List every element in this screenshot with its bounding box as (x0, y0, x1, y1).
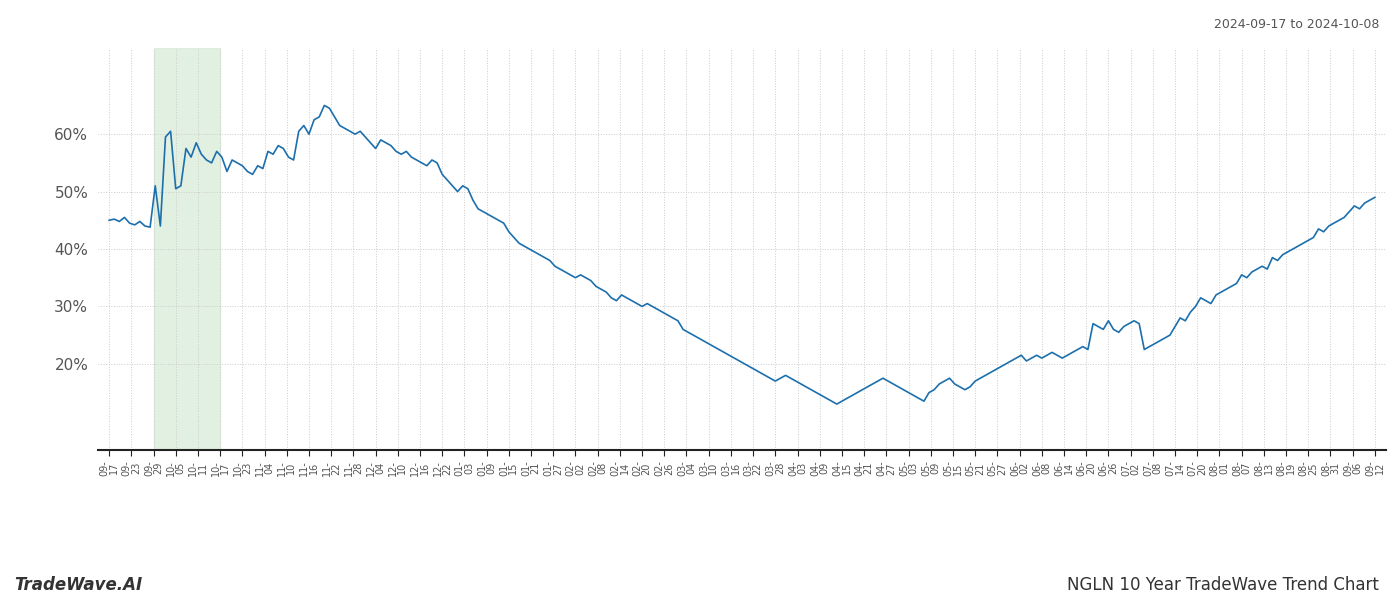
Text: TradeWave.AI: TradeWave.AI (14, 576, 143, 594)
Text: NGLN 10 Year TradeWave Trend Chart: NGLN 10 Year TradeWave Trend Chart (1067, 576, 1379, 594)
Bar (154, 48, 220, 450)
Text: 2024-09-17 to 2024-10-08: 2024-09-17 to 2024-10-08 (1214, 18, 1379, 31)
